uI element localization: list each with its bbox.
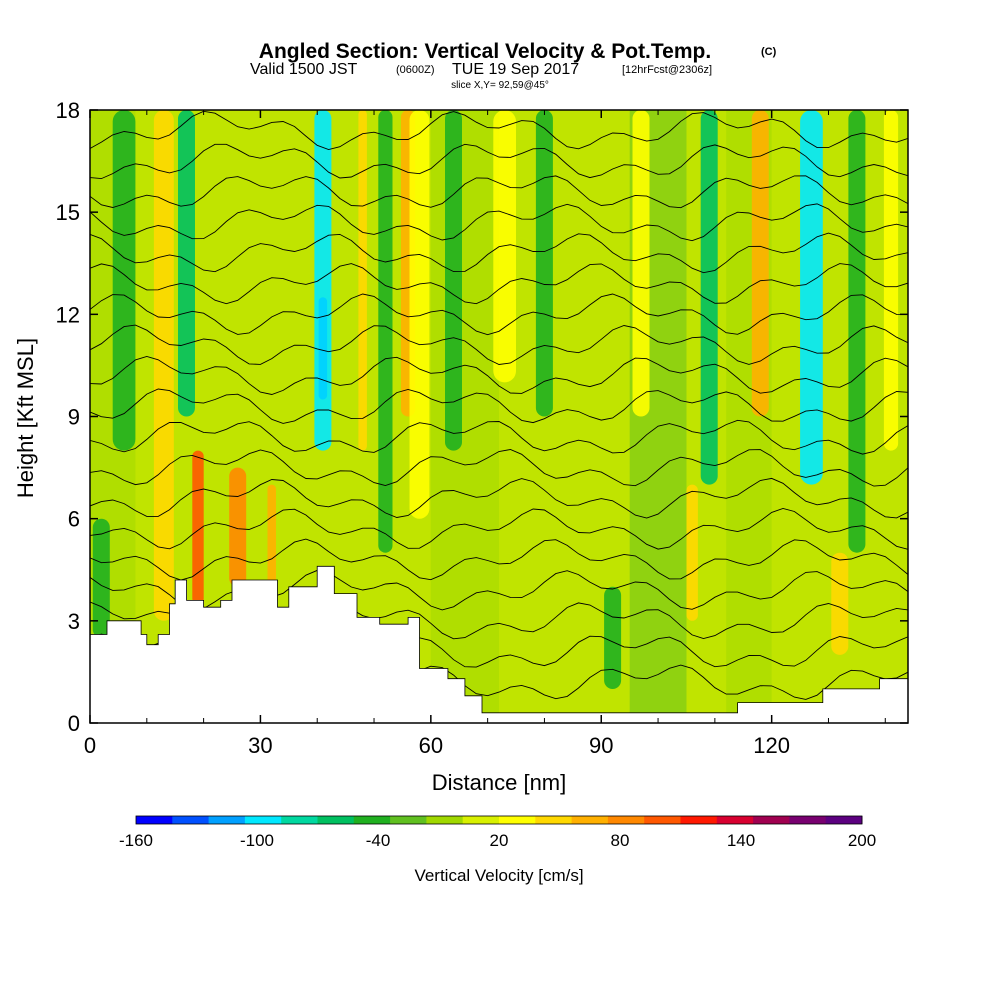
downdraft-band-8 <box>700 110 718 485</box>
colorbar-swatch <box>390 816 427 824</box>
colorbar-tick-label: 140 <box>727 831 755 850</box>
colorbar-tick-label: -40 <box>366 831 391 850</box>
colorbar-tick-label: 80 <box>611 831 630 850</box>
x-tick-label: 0 <box>84 733 96 758</box>
theta-contour-40 <box>90 356 908 395</box>
updraft-band-4 <box>358 110 367 451</box>
downdraft-band-0 <box>112 110 136 451</box>
colorbar-swatch <box>317 816 355 824</box>
downdraft-band-11 <box>92 518 110 638</box>
colorbar-swatch <box>825 816 863 824</box>
updraft-band-9 <box>686 484 698 621</box>
downdraft-band-6 <box>535 110 553 417</box>
subtitle-forecast: [12hrFcst@2306z] <box>622 64 712 76</box>
x-axis-label: Distance [nm] <box>432 770 567 795</box>
colorbar-swatch <box>753 816 790 824</box>
downdraft-band-7 <box>604 586 622 689</box>
theta-contour-39 <box>90 388 908 424</box>
colorbar-tick-label: 20 <box>490 831 509 850</box>
updraft-band-11 <box>831 552 849 655</box>
y-tick-label: 12 <box>56 302 80 327</box>
theta-contour-47 <box>90 143 908 180</box>
theta-contour-34 <box>90 538 908 581</box>
subtitle-date: TUE 19 Sep 2017 <box>452 61 579 78</box>
y-tick-label: 6 <box>68 507 80 532</box>
colorbar: -160 -100 -40 20 80 140 200 <box>119 815 876 850</box>
colorbar-swatch <box>353 816 391 824</box>
theta-contour-48 <box>90 110 908 150</box>
background-region-1 <box>430 110 499 723</box>
colorbar-swatch <box>172 816 210 824</box>
colorbar-swatch <box>136 816 173 824</box>
x-tick-label: 30 <box>248 733 272 758</box>
downdraft-band-10 <box>848 110 866 553</box>
colorbar-swatch <box>789 816 827 824</box>
y-axis-label: Height [Kft MSL] <box>13 338 38 498</box>
chart-title-unit: (C) <box>761 46 777 58</box>
colorbar-tick-label: -100 <box>240 831 274 850</box>
colorbar-swatch <box>680 816 718 824</box>
colorbar-swatch <box>426 816 464 824</box>
chart-title: Angled Section: Vertical Velocity & Pot.… <box>259 40 711 63</box>
theta-contour-36 <box>90 477 908 519</box>
theta-contour-37 <box>90 449 908 487</box>
colorbar-swatch <box>208 816 246 824</box>
y-tick-label: 15 <box>56 200 80 225</box>
theta-contour-44 <box>90 232 908 274</box>
colorbar-frame <box>135 815 863 825</box>
y-tick-label: 18 <box>56 98 80 123</box>
updraft-band-8 <box>632 110 650 417</box>
colorbar-tick-label: 200 <box>848 831 876 850</box>
colorbar-swatch <box>244 816 282 824</box>
slice-label: slice X,Y= 92,59@45° <box>451 80 549 91</box>
colorbar-tick-label: -160 <box>119 831 153 850</box>
terrain-mask <box>90 565 908 723</box>
theta-contour-33 <box>90 569 908 611</box>
x-tick-label: 120 <box>753 733 790 758</box>
updraft-band-12 <box>883 110 899 451</box>
updraft-band-7 <box>493 110 516 383</box>
colorbar-swatch <box>571 816 609 824</box>
y-axis: 0 3 6 9 12 15 18 <box>56 98 908 736</box>
downdraft-band-9 <box>800 110 823 485</box>
y-tick-label: 9 <box>68 405 80 430</box>
colorbar-swatch <box>499 816 536 824</box>
downdraft-band-3 <box>314 110 332 451</box>
updraft-band-10 <box>751 110 769 417</box>
x-tick-label: 90 <box>589 733 613 758</box>
y-tick-label: 3 <box>68 609 80 634</box>
downdraft-band-1 <box>178 110 195 417</box>
downdraft-band-5 <box>445 110 462 451</box>
subtitle-utc: (0600Z) <box>396 64 435 76</box>
subtitle-valid: Valid 1500 JST <box>250 61 358 78</box>
theta-contour-38 <box>90 419 908 455</box>
colorbar-swatch <box>644 816 681 824</box>
x-tick-label: 60 <box>419 733 443 758</box>
theta-contour-35 <box>90 508 908 550</box>
colorbar-swatch <box>716 816 754 824</box>
theta-contour-46 <box>90 175 908 209</box>
downdraft-band-4 <box>378 110 393 553</box>
potential-temperature-contours <box>90 110 908 700</box>
theta-contour-42 <box>90 293 908 336</box>
theta-contour-45 <box>90 203 908 242</box>
updraft-band-6 <box>409 110 430 519</box>
velocity-field <box>90 110 899 723</box>
colorbar-swatch <box>281 816 318 824</box>
y-tick-label: 0 <box>68 711 80 736</box>
colorbar-swatch <box>607 816 645 824</box>
plot-area <box>90 110 908 723</box>
updraft-band-0 <box>153 110 174 621</box>
x-axis: 0 30 60 90 120 <box>84 110 886 758</box>
colorbar-swatch <box>462 816 500 824</box>
colorbar-label: Vertical Velocity [cm/s] <box>414 866 583 885</box>
updraft-band-3 <box>267 484 276 587</box>
colorbar-swatch <box>535 816 573 824</box>
updraft-band-2 <box>229 467 247 587</box>
theta-contour-41 <box>90 324 908 365</box>
theta-contour-43 <box>90 263 908 305</box>
updraft-band-1 <box>192 450 204 604</box>
